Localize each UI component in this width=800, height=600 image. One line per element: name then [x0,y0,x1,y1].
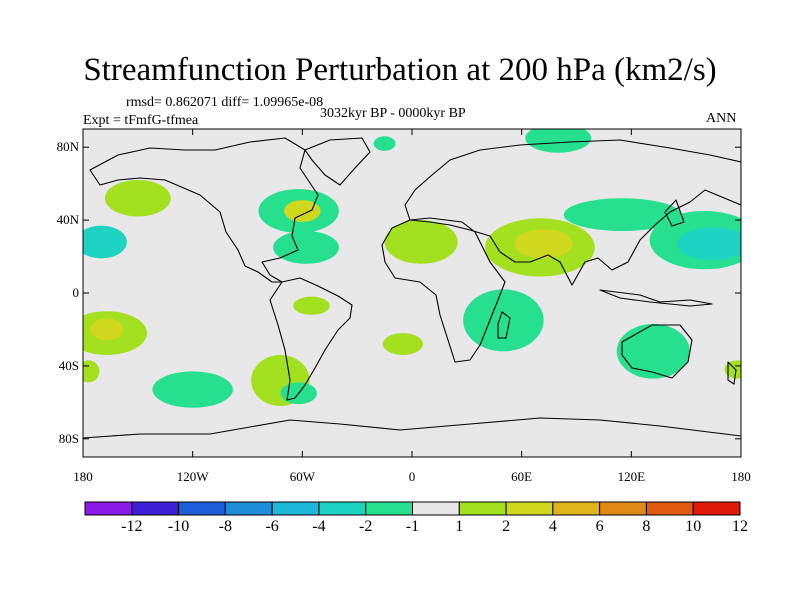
lon-tick-label: 180 [731,469,751,484]
colorbar-label: -8 [218,518,233,535]
lat-tick-label: 40S [58,357,79,373]
north-america-outline [89,137,319,283]
anomaly-region [83,225,127,259]
plot-title: Streamfunction Perturbation at 200 hPa (… [83,52,717,88]
colorbar-label: 1 [455,518,464,535]
antarctica-outline [83,417,741,439]
anomaly-region [463,289,544,352]
colorbar-label: 4 [548,518,557,535]
colorbar-swatch [692,501,741,516]
colorbar-label: 12 [732,518,748,535]
colorbar-label: 10 [685,518,702,535]
colorbar-label: 2 [502,518,511,535]
colorbar-swatch [318,501,367,516]
lat-tick-label: 80S [58,430,79,446]
lon-tick-label: 60E [511,469,533,484]
africa-outline [381,217,506,363]
anomaly-region [616,323,690,379]
anomaly-region [724,360,741,379]
japan-outline [664,199,685,227]
anomaly-region [382,333,423,355]
colorbar-swatch [599,501,647,516]
experiment-label: Expt = tFmfG-tfmea [83,113,199,128]
lon-tick-label: 180 [73,469,93,484]
madagascar-outline [497,311,511,339]
anomaly-region [384,220,458,264]
eurasia-outline [404,139,741,286]
anomaly-region [273,231,339,264]
lat-tick-label: 80N [56,139,79,155]
anomaly-region [83,360,100,383]
colorbar-swatch [412,501,460,516]
colorbar-swatch [178,501,226,516]
colorbar-swatch [224,501,273,516]
colorbar-label: -1 [405,518,420,535]
anomaly-region [284,200,321,222]
coastlines [83,137,741,439]
lon-tick-label: 60W [289,469,315,484]
lon-tick-label: 120E [617,469,646,484]
colorbar-swatch [365,501,414,516]
greenland-outline [304,137,371,186]
colorbar-label: -6 [265,518,279,535]
colorbar-swatch [505,501,554,516]
colorbar-label: -2 [359,518,373,535]
period-label: 3032kyr BP - 0000kyr BP [320,106,466,121]
lon-tick-label: 120W [176,469,209,484]
lat-tick-label: 0 [72,285,80,300]
australia-outline [621,324,693,379]
anomaly-layer [83,129,741,408]
anomaly-region [152,371,233,408]
colorbar-swatch [131,501,180,516]
colorbar-label: -12 [121,518,143,535]
colorbar-swatch [271,501,320,516]
colorbar-swatch [645,501,694,516]
lat-tick-label: 40N [56,212,79,228]
new-zealand-outline [727,361,737,385]
map-background [83,129,741,457]
colorbar-label: -4 [312,518,326,535]
anomaly-region [373,136,396,151]
anomaly-region [525,129,592,153]
colorbar-label: 8 [642,518,651,535]
anomaly-region [293,296,330,315]
colorbar-swatch [84,501,133,516]
anomaly-region [90,318,124,341]
indonesia-outline [599,289,713,307]
colorbar [84,501,741,516]
colorbar-swatch [458,501,507,516]
colorbar-label: 6 [595,518,604,535]
colorbar-label: -10 [167,518,190,535]
south-america-outline [269,277,353,401]
anomaly-region [104,180,171,217]
lon-tick-label: 0 [408,469,416,484]
anomaly-region [514,229,573,259]
axis-ticks [82,129,742,457]
colorbar-swatch [552,501,601,516]
stats-line: rmsd= 0.862071 diff= 1.09965e-08 [126,95,324,110]
season-label: ANN [706,111,737,126]
anomaly-region [563,198,681,232]
anomaly-region [677,227,741,261]
